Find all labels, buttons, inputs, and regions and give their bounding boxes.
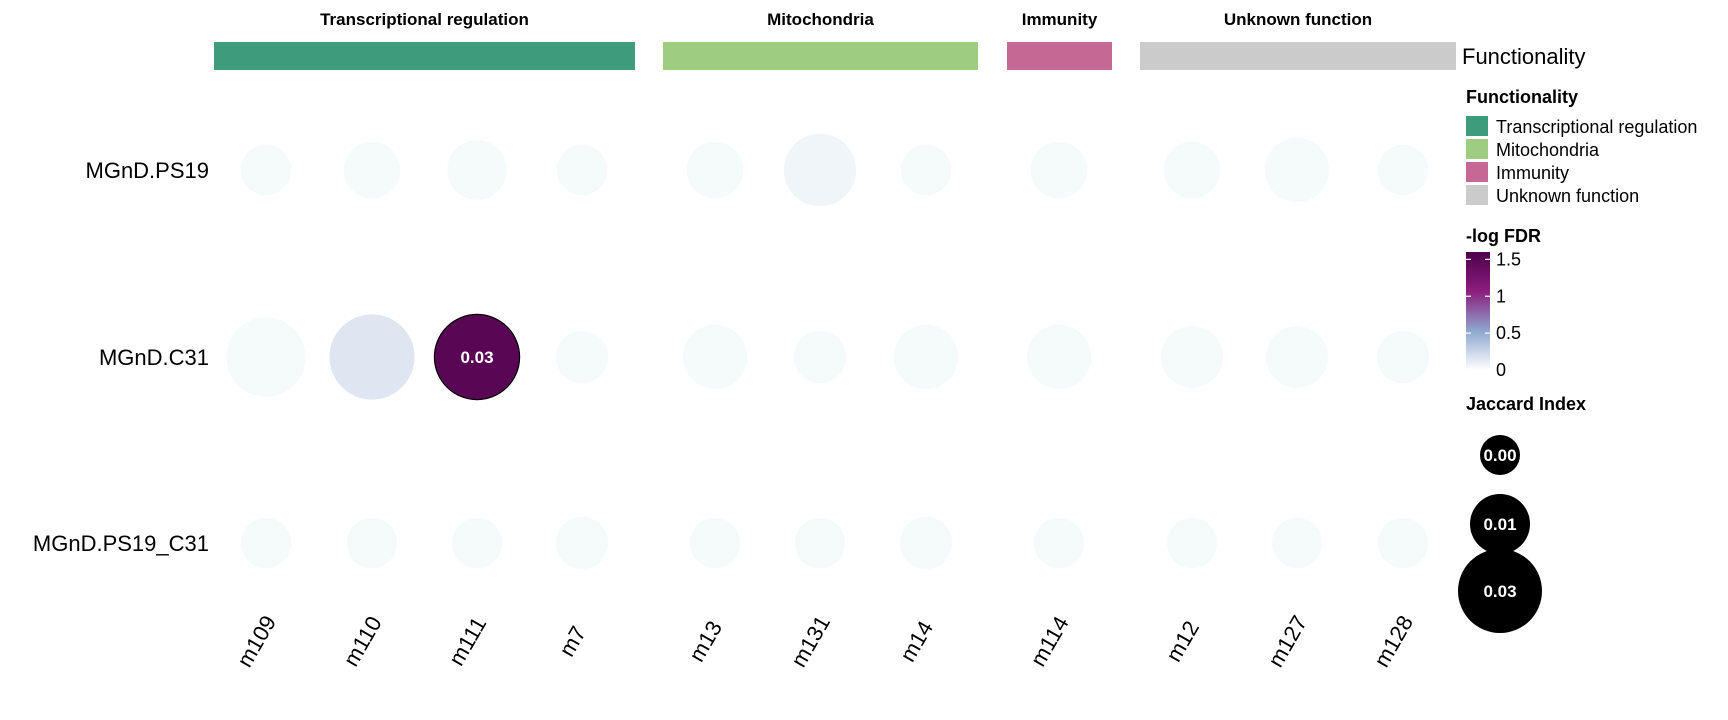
dot-MGnD.PS19-m12 — [1163, 141, 1221, 199]
dot-MGnD.PS19_C31-m114 — [1033, 517, 1085, 569]
dot-MGnD.PS19_C31-m12 — [1166, 517, 1218, 569]
dot-MGnD.PS19-m110 — [343, 141, 401, 199]
legend-item-label: Immunity — [1496, 163, 1569, 183]
dot-MGnD.PS19-m111 — [447, 140, 507, 200]
dot-MGnD.PS19_C31-m111 — [451, 517, 503, 569]
dot-MGnD.PS19-m109 — [240, 144, 292, 196]
row-labels: MGnD.PS19 MGnD.C31 MGnD.PS19_C31 — [33, 158, 209, 556]
dot-MGnD.C31-m131 — [793, 330, 847, 384]
legend-swatch — [1466, 185, 1488, 205]
dot-MGnD.PS19-m114 — [1030, 141, 1088, 199]
dot-MGnD.PS19_C31-m131 — [794, 517, 846, 569]
dot-MGnD.PS19_C31-m7 — [555, 516, 609, 570]
group-band-unknown-function — [1140, 42, 1456, 70]
dot-MGnD.C31-m110 — [329, 314, 415, 400]
dot-MGnD.PS19-m13 — [686, 141, 744, 199]
dot-MGnD.C31-m111 — [433, 313, 521, 401]
dot-MGnD.C31-m127 — [1266, 326, 1328, 388]
dot-MGnD.PS19-m128 — [1377, 144, 1429, 196]
column-label: m128 — [1369, 611, 1418, 671]
dot-MGnD.PS19-m127 — [1264, 137, 1330, 203]
fdr-tick-label: 1 — [1496, 286, 1506, 306]
dot-MGnD.C31-m114 — [1026, 324, 1092, 390]
dot-MGnD.PS19-m7 — [556, 144, 608, 196]
group-band-transcriptional-regulation — [214, 42, 635, 70]
dot-MGnD.PS19_C31-m110 — [346, 517, 398, 569]
row-label: MGnD.PS19 — [86, 158, 210, 183]
dot-MGnD.C31-m12 — [1161, 326, 1223, 388]
jaccard-size-circle — [1470, 494, 1530, 554]
fdr-tick-label: 0 — [1496, 360, 1506, 380]
dot-MGnD.PS19_C31-m14 — [899, 516, 953, 570]
row-label: MGnD.C31 — [99, 345, 209, 370]
jaccard-size-label: 0.03 — [1483, 582, 1516, 601]
column-label: m131 — [786, 611, 835, 671]
group-title: Unknown function — [1224, 10, 1372, 29]
legend: Functionality Transcriptional regulation… — [1458, 87, 1697, 633]
column-label: m114 — [1025, 612, 1073, 671]
legend-swatch — [1466, 139, 1488, 159]
group-band-mitochondria — [663, 42, 978, 70]
column-label: m12 — [1161, 616, 1204, 666]
dot-MGnD.PS19_C31-m127 — [1271, 517, 1323, 569]
group-title: Mitochondria — [767, 10, 874, 29]
group-title: Immunity — [1022, 10, 1098, 29]
jaccard-size-circle — [1480, 435, 1520, 475]
dot-MGnD.C31-m13 — [682, 324, 748, 390]
dot-MGnD.C31-m128 — [1376, 330, 1430, 384]
group-annotation: Transcriptional regulation Mitochondria Im… — [214, 10, 1456, 70]
jaccard-size-label: 0.01 — [1483, 515, 1516, 534]
column-label: m109 — [232, 611, 281, 671]
dot-MGnD.C31-m109 — [226, 317, 306, 397]
column-label: m7 — [554, 622, 591, 661]
jaccard-size-label: 0.00 — [1483, 446, 1516, 465]
dot-MGnD.PS19-m14 — [900, 144, 952, 196]
legend-item-label: Transcriptional regulation — [1496, 117, 1697, 137]
dot-value-label: 0.03 — [460, 348, 493, 367]
legend-functionality-title: Functionality — [1466, 87, 1578, 107]
fdr-tick-label: 0.5 — [1496, 323, 1521, 343]
column-label: m110 — [338, 612, 386, 671]
legend-functionality-items: Transcriptional regulation Mitochondria Im… — [1466, 116, 1697, 206]
jaccard-size-circle — [1458, 549, 1542, 633]
dot-MGnD.PS19-m131 — [783, 133, 857, 207]
legend-item-label: Mitochondria — [1496, 140, 1600, 160]
fdr-tick-label: 1.5 — [1496, 249, 1521, 269]
column-label: m111 — [444, 613, 492, 670]
column-label: m14 — [895, 616, 938, 666]
legend-jaccard-title: Jaccard Index — [1466, 394, 1586, 414]
dot-MGnD.C31-m7 — [555, 330, 609, 384]
column-labels: m109 m110 m111 m7 m13 m131 m14 m114 m12 m127 m128 — [232, 611, 1418, 671]
dot-MGnD.C31-m14 — [893, 324, 959, 390]
legend-jaccard-items: 0.00 0.01 0.03 — [1458, 435, 1542, 633]
column-label: m127 — [1263, 611, 1312, 671]
legend-fdr-title: -log FDR — [1466, 226, 1541, 246]
legend-swatch — [1466, 162, 1488, 182]
dot-MGnD.PS19_C31-m109 — [240, 517, 292, 569]
fdr-colorbar — [1466, 252, 1490, 370]
dot-MGnD.PS19_C31-m13 — [689, 517, 741, 569]
dot-MGnD.PS19_C31-m128 — [1377, 517, 1429, 569]
row-label: MGnD.PS19_C31 — [33, 531, 209, 556]
legend-swatch — [1466, 116, 1488, 136]
legend-item-label: Unknown function — [1496, 186, 1639, 206]
annotation-label: Functionality — [1462, 44, 1586, 69]
group-title: Transcriptional regulation — [320, 10, 529, 29]
column-label: m13 — [684, 616, 727, 666]
legend-fdr-colorbar: 1.5 1 0.5 0 — [1466, 249, 1521, 380]
group-band-immunity — [1007, 42, 1112, 70]
dot-grid: 0.03 — [226, 133, 1430, 570]
